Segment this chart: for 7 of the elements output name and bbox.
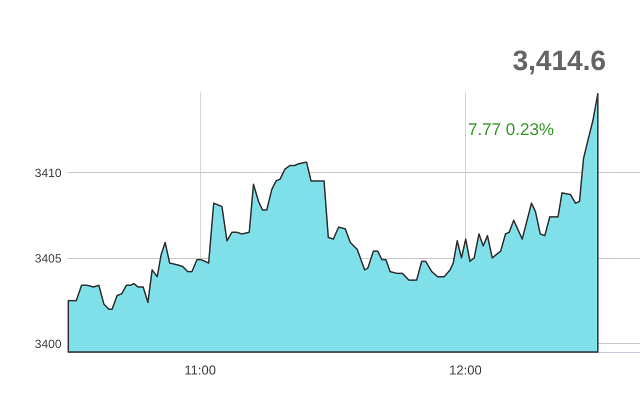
y-tick-label: 3410 [34,166,62,180]
text: 3,414.6 [512,45,606,76]
x-tick-label: 12:00 [449,362,482,378]
annotation: 7.77 0.23% [468,120,554,139]
y-tick-label: 3405 [34,251,62,266]
y-tick-label: 3400 [34,336,62,351]
x-tick-label: 11:00 [184,362,216,378]
